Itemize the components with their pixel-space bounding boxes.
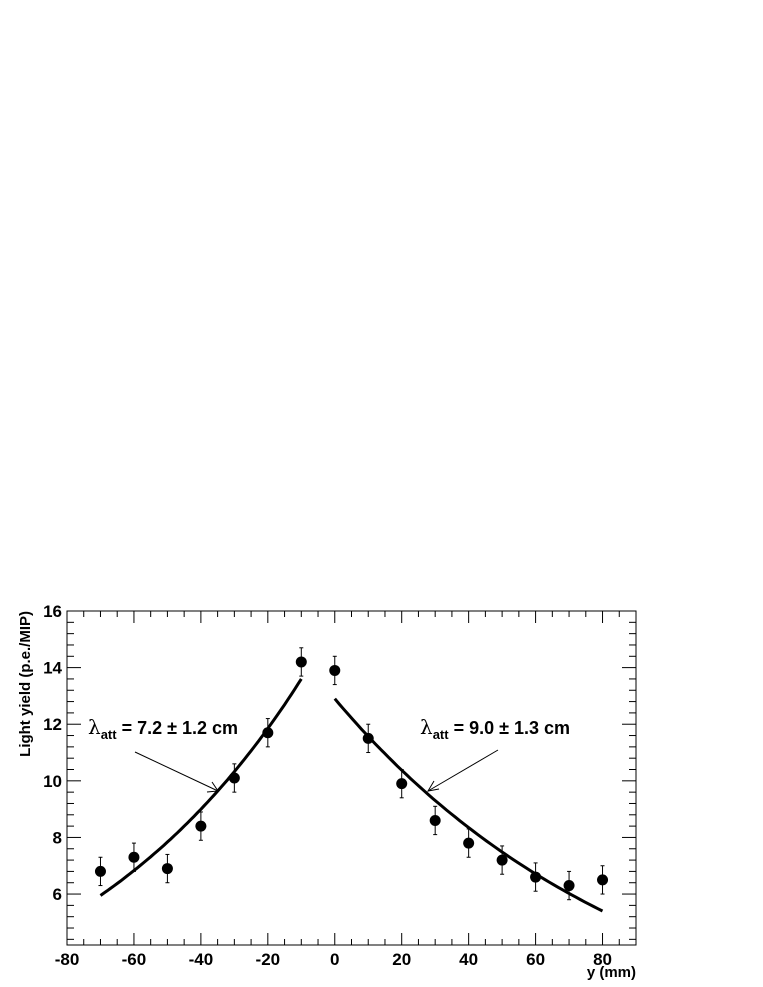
x-tick-label: 20 — [392, 950, 411, 969]
plot-frame — [66, 610, 637, 946]
data-point — [195, 811, 207, 841]
marker — [396, 778, 408, 790]
data-point — [597, 865, 609, 895]
data-point — [228, 763, 240, 793]
marker — [161, 863, 173, 875]
y-tick-label: 14 — [43, 659, 62, 678]
marker — [362, 732, 374, 744]
marker — [295, 656, 307, 668]
annotation-left-text: = 7.2 ± 1.2 cm — [117, 718, 238, 738]
marker — [463, 837, 475, 849]
fit-curve-right — [333, 697, 604, 913]
annotation-right-subscript: att — [433, 727, 450, 742]
data-points — [94, 647, 609, 901]
x-tick-label: -40 — [189, 950, 214, 969]
x-tick-label: 40 — [459, 950, 478, 969]
data-point — [396, 769, 408, 799]
x-tick-label: -80 — [55, 950, 80, 969]
marker — [563, 880, 575, 892]
x-tick-label: 0 — [330, 950, 339, 969]
tick-labels: -80 -60 -40 -20 0 20 40 60 80 6 8 10 12 14 16 — [43, 602, 612, 969]
data-point — [94, 856, 106, 887]
data-point — [496, 845, 508, 875]
marker — [329, 664, 341, 676]
y-tick-label: 12 — [43, 715, 62, 734]
marker — [429, 814, 441, 826]
axis-ticks — [66, 610, 637, 945]
annotation-left-subscript: att — [101, 727, 118, 742]
x-tick-label: 80 — [593, 950, 612, 969]
x-tick-label: -60 — [122, 950, 147, 969]
marker — [128, 851, 140, 863]
x-axis-title: y (mm) — [587, 964, 636, 981]
svg-text:λatt = 9.0 ± 1.3 cm: λatt = 9.0 ± 1.3 cm — [420, 715, 570, 742]
data-point — [161, 853, 173, 884]
y-tick-label: 16 — [43, 602, 62, 621]
fit-curves — [99, 678, 604, 913]
y-tick-label: 10 — [43, 772, 62, 791]
svg-text:λatt = 7.2 ± 1.2 cm: λatt = 7.2 ± 1.2 cm — [88, 715, 238, 742]
annotation-left-arrow — [134, 751, 219, 792]
annotation-right-text: = 9.0 ± 1.3 cm — [449, 718, 570, 738]
fit-curve-left — [99, 678, 303, 897]
data-point — [429, 805, 441, 836]
annotation-left: λatt = 7.2 ± 1.2 cm — [88, 715, 238, 793]
y-tick-label: 6 — [53, 885, 62, 904]
data-point — [563, 870, 575, 901]
marker — [597, 874, 609, 886]
marker — [228, 772, 240, 784]
data-point — [329, 655, 341, 686]
annotation-right-arrow — [427, 749, 499, 792]
data-point — [362, 723, 374, 754]
marker — [262, 727, 274, 739]
data-point — [463, 828, 475, 858]
data-point — [262, 718, 274, 748]
annotation-right-symbol: λ — [420, 715, 433, 739]
data-point — [128, 842, 140, 872]
data-point — [295, 647, 307, 677]
y-tick-label: 8 — [53, 828, 62, 847]
annotation-right-arrowhead — [427, 780, 440, 792]
data-point — [530, 862, 542, 892]
marker — [94, 865, 106, 877]
marker — [195, 820, 207, 832]
x-tick-label: 60 — [526, 950, 545, 969]
marker — [496, 854, 508, 866]
x-tick-label: -20 — [256, 950, 281, 969]
annotation-left-arrowhead — [206, 781, 219, 793]
annotation-right: λatt = 9.0 ± 1.3 cm — [420, 715, 570, 792]
y-axis-title: Light yield (p.e./MIP) — [17, 611, 34, 757]
annotation-left-symbol: λ — [88, 715, 101, 739]
marker — [530, 871, 542, 883]
